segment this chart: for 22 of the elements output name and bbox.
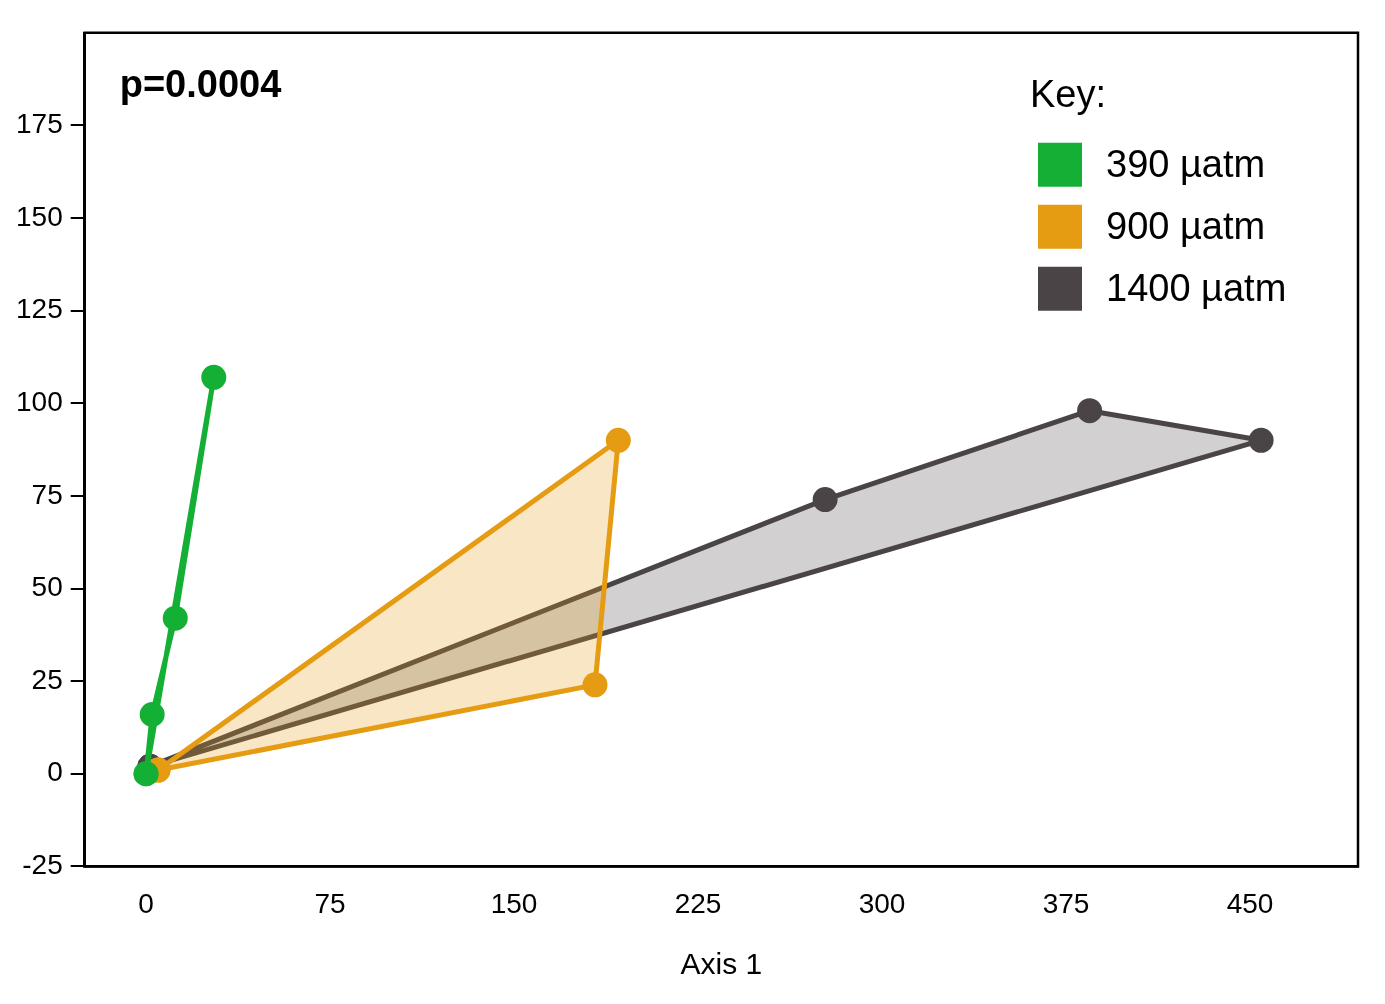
y-tick-label: 50 xyxy=(31,571,63,603)
y-tick-label: 150 xyxy=(16,200,63,232)
y-tick-label: 25 xyxy=(31,663,63,695)
x-tick-label: 75 xyxy=(314,887,346,919)
y-tick-label: 100 xyxy=(16,386,63,418)
x-tick-label: 225 xyxy=(674,887,722,919)
y-tick-label: 0 xyxy=(47,756,63,788)
legend-label: 900 µatm xyxy=(1106,205,1266,248)
legend-title: Key: xyxy=(1030,73,1107,116)
x-tick-label: 375 xyxy=(1042,887,1090,919)
annotation: p=0.0004 xyxy=(119,63,282,106)
y-tick-label: 125 xyxy=(16,293,63,325)
legend-label: 390 µatm xyxy=(1106,143,1266,186)
x-tick-label: 450 xyxy=(1226,887,1274,919)
y-tick-label: -25 xyxy=(22,849,63,881)
x-axis-title: Axis 1 xyxy=(680,947,763,981)
x-tick-label: 0 xyxy=(138,887,154,919)
y-tick-label: 175 xyxy=(16,108,63,140)
x-tick-label: 150 xyxy=(490,887,538,919)
y-tick-label: 75 xyxy=(31,478,63,510)
x-tick-label: 300 xyxy=(858,887,906,919)
legend-label: 1400 µatm xyxy=(1106,267,1287,310)
